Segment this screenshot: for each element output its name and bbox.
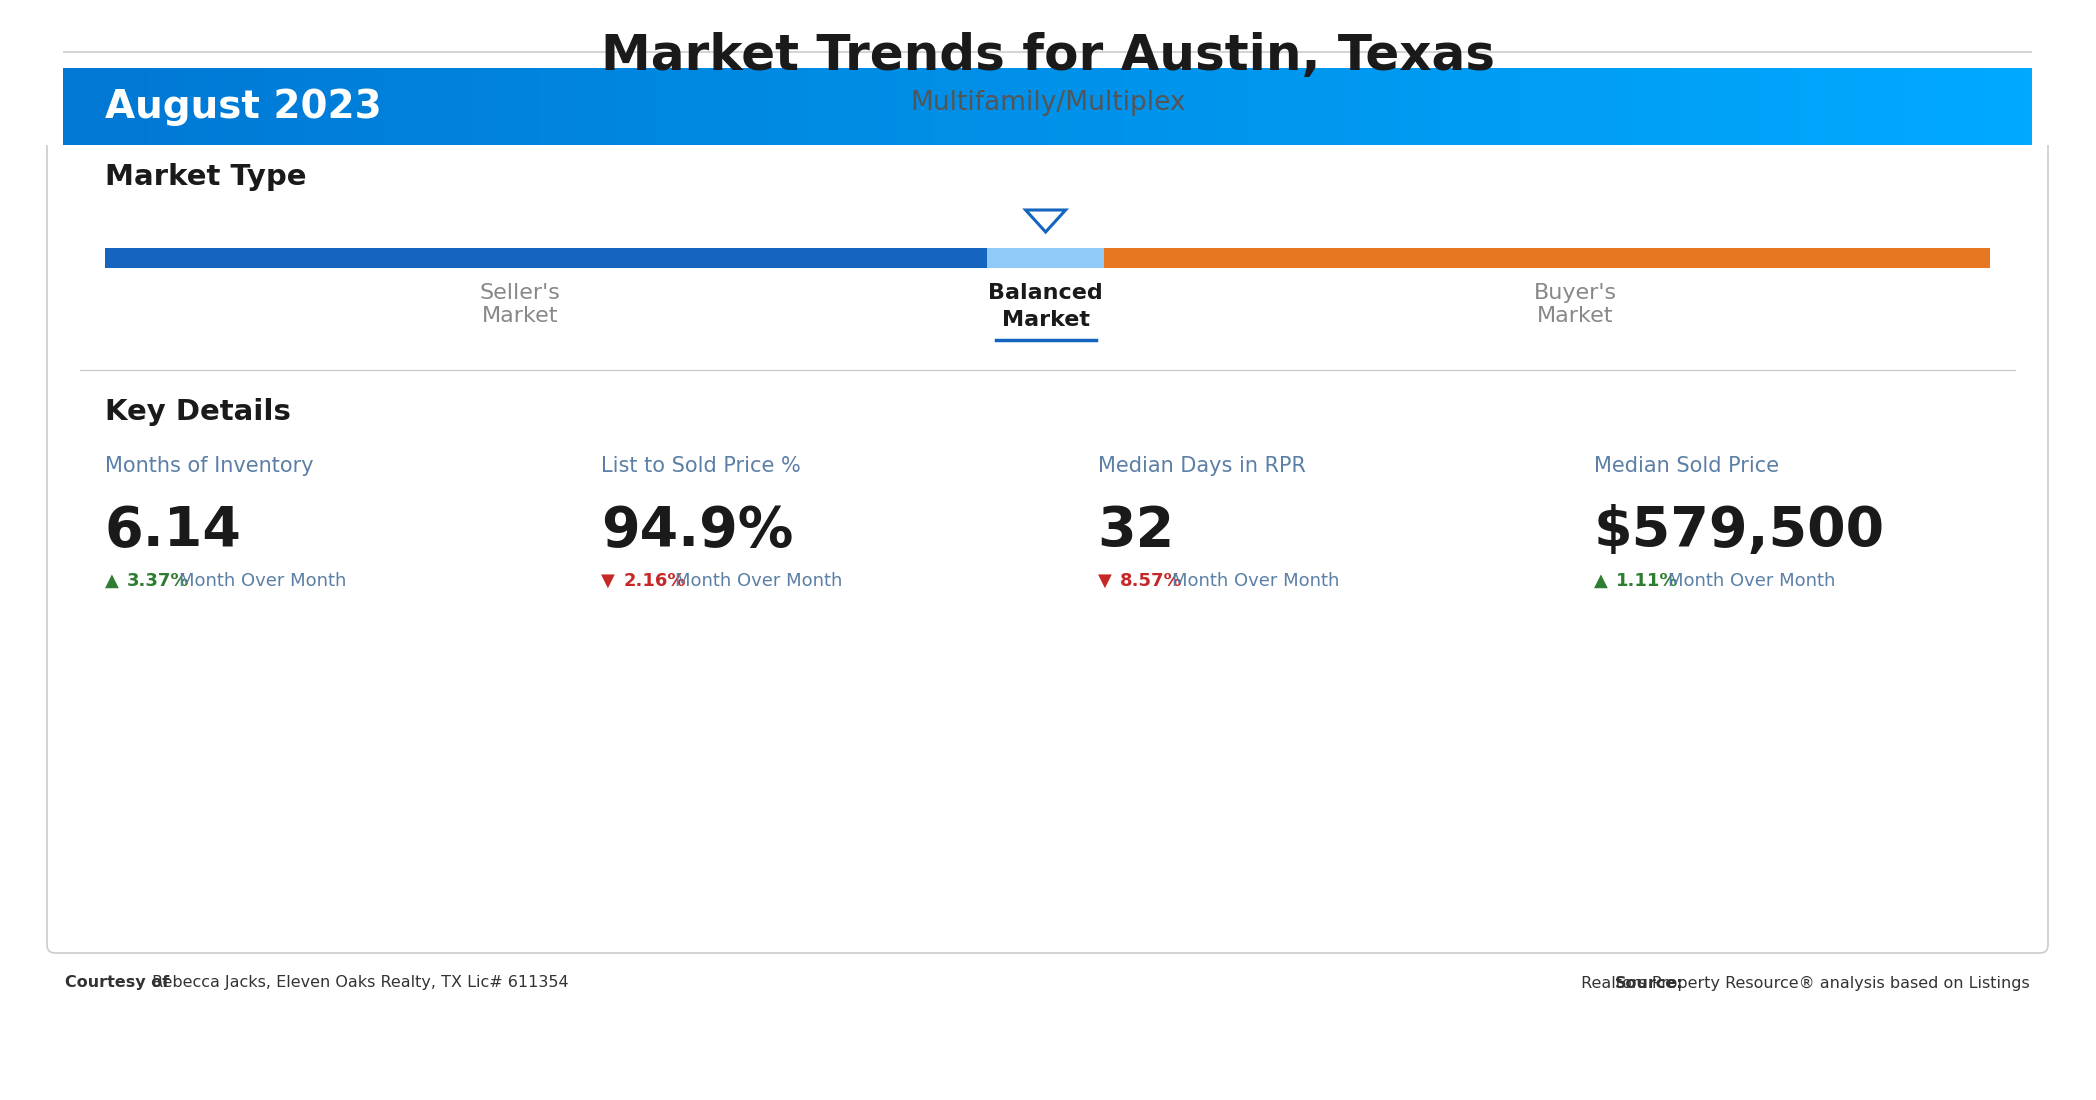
Text: Buyer's
Market: Buyer's Market xyxy=(1534,283,1616,327)
Text: $579,500: $579,500 xyxy=(1593,504,1884,558)
Bar xyxy=(2031,40,2096,145)
Text: 1.11%: 1.11% xyxy=(1616,572,1679,590)
Text: 8.57%: 8.57% xyxy=(1119,572,1182,590)
Text: Realtors Property Resource® analysis based on Listings: Realtors Property Resource® analysis bas… xyxy=(1576,976,2031,990)
Text: 6.14: 6.14 xyxy=(105,504,241,558)
Bar xyxy=(1105,248,1989,268)
FancyBboxPatch shape xyxy=(46,52,2048,953)
Text: ▼: ▼ xyxy=(602,572,614,590)
Text: Month Over Month: Month Over Month xyxy=(1172,572,1339,590)
Bar xyxy=(987,248,1105,268)
Text: 94.9%: 94.9% xyxy=(602,504,794,558)
Text: Median Days in RPR: Median Days in RPR xyxy=(1098,456,1306,476)
Text: Market: Market xyxy=(1002,310,1090,330)
Text: Balanced: Balanced xyxy=(987,283,1102,302)
Text: Source:: Source: xyxy=(1614,976,1683,990)
Text: Courtesy of: Courtesy of xyxy=(65,976,170,990)
Text: 2.16%: 2.16% xyxy=(623,572,685,590)
Polygon shape xyxy=(1025,210,1065,232)
Text: Seller's
Market: Seller's Market xyxy=(480,283,560,327)
Text: 3.37%: 3.37% xyxy=(128,572,189,590)
Text: List to Sold Price %: List to Sold Price % xyxy=(602,456,801,476)
Text: ▲: ▲ xyxy=(105,572,119,590)
Text: Market Type: Market Type xyxy=(105,163,306,191)
Text: Multifamily/Multiplex: Multifamily/Multiplex xyxy=(910,90,1186,116)
Text: ▲: ▲ xyxy=(1593,572,1608,590)
Text: Median Sold Price: Median Sold Price xyxy=(1593,456,1780,476)
Text: 32: 32 xyxy=(1098,504,1174,558)
Text: Rebecca Jacks, Eleven Oaks Realty, TX Lic# 611354: Rebecca Jacks, Eleven Oaks Realty, TX Li… xyxy=(147,976,568,990)
Text: Months of Inventory: Months of Inventory xyxy=(105,456,314,476)
Text: Month Over Month: Month Over Month xyxy=(178,572,346,590)
Bar xyxy=(105,248,987,268)
Bar xyxy=(0,40,63,145)
Text: Market Trends for Austin, Texas: Market Trends for Austin, Texas xyxy=(602,32,1494,80)
Text: ▼: ▼ xyxy=(1098,572,1111,590)
Text: Month Over Month: Month Over Month xyxy=(1668,572,1836,590)
Text: August 2023: August 2023 xyxy=(105,88,381,125)
Text: Month Over Month: Month Over Month xyxy=(675,572,843,590)
Text: Key Details: Key Details xyxy=(105,398,291,426)
